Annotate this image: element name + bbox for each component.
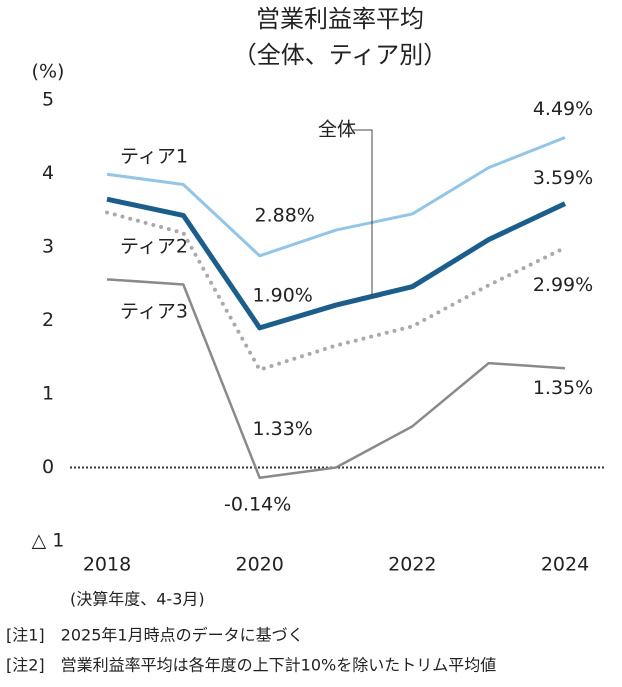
y-tick-label: 5 — [42, 89, 54, 111]
value-label: 3.59% — [533, 167, 593, 189]
y-tick-label: 1 — [42, 383, 54, 405]
series-line — [106, 136, 566, 258]
chart-subtitle: （全体、ティア別） — [233, 41, 448, 69]
x-tick-label: 2020 — [235, 554, 283, 576]
y-tick-label: 3 — [42, 236, 54, 258]
y-tick-label: 2 — [42, 309, 54, 331]
value-label: 4.49% — [533, 98, 593, 120]
value-label: 1.35% — [533, 377, 593, 399]
value-label: 1.90% — [252, 284, 312, 306]
note: [注1] 2025年1月時点のデータに基づく — [6, 626, 304, 645]
value-label: -0.14% — [224, 493, 291, 515]
series-label: ティア2 — [120, 236, 188, 258]
note: [注2] 営業利益率平均は各年度の上下計10%を除いたトリム平均値 — [6, 656, 496, 675]
y-tick-label: △ 1 — [32, 530, 65, 552]
y-tick-label: 4 — [42, 162, 54, 184]
series-line — [106, 278, 566, 480]
y-axis-label: (%) — [32, 61, 65, 83]
value-label: 1.33% — [252, 418, 312, 440]
series-label: ティア1 — [120, 146, 188, 168]
leader-line — [352, 129, 373, 298]
y-tick-label: 0 — [42, 456, 54, 478]
x-tick-label: 2018 — [83, 554, 131, 576]
x-tick-label: 2022 — [388, 554, 436, 576]
series-line — [105, 210, 567, 372]
x-axis-note: (決算年度、4-3月) — [70, 590, 205, 609]
value-label: 2.88% — [254, 204, 314, 226]
value-label: 2.99% — [533, 274, 593, 296]
series-label: 全体 — [318, 119, 356, 141]
series-line — [106, 196, 567, 331]
chart-title: 営業利益率平均 — [256, 5, 424, 33]
x-tick-label: 2024 — [541, 554, 589, 576]
series-label: ティア3 — [120, 301, 188, 323]
